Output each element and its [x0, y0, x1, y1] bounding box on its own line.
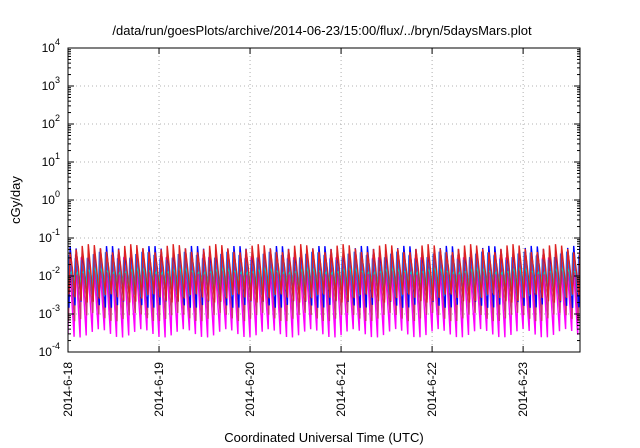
- y-tick-label: 10-2: [39, 265, 60, 283]
- y-tick-label: 10-1: [39, 227, 60, 245]
- y-tick-label: 100: [42, 189, 60, 207]
- x-axis: 2014-6-18 2014-6-19 2014-6-20 2014-6-21 2014…: [61, 48, 530, 417]
- y-tick-label: 102: [42, 113, 60, 131]
- series-group: [68, 244, 580, 338]
- y-tick-label: 103: [42, 75, 60, 93]
- x-tick-label: 2014-6-18: [61, 362, 75, 417]
- y-tick-label: 101: [42, 151, 60, 169]
- x-tick-label: 2014-6-19: [152, 362, 166, 417]
- x-tick-label: 2014-6-22: [425, 362, 439, 417]
- series-line: [68, 244, 580, 303]
- y-tick-label: 10-3: [39, 303, 60, 321]
- x-tick-label: 2014-6-23: [516, 362, 530, 417]
- x-tick-label: 2014-6-20: [243, 362, 257, 417]
- chart-title: /data/run/goesPlots/archive/2014-06-23/1…: [112, 23, 532, 38]
- y-tick-label: 10-4: [39, 341, 60, 359]
- y-tick-label: 104: [42, 37, 60, 55]
- x-axis-label: Coordinated Universal Time (UTC): [224, 430, 423, 445]
- x-tick-label: 2014-6-21: [334, 362, 348, 417]
- y-axis-label: cGy/day: [8, 176, 23, 224]
- y-axis: 10-4 10-3 10-2 10-1 100 101 102 103 104: [39, 37, 580, 359]
